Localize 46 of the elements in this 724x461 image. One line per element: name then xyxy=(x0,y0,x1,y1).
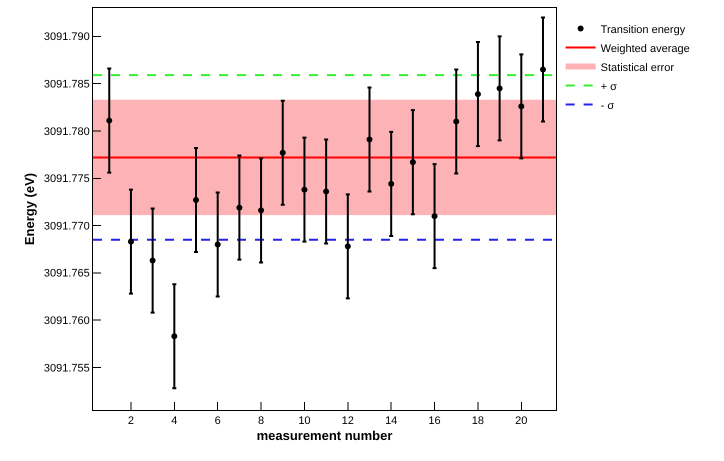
y-tick-label: 3091.770 xyxy=(44,220,90,232)
point xyxy=(150,258,156,264)
legend-label: + σ xyxy=(600,80,618,93)
point xyxy=(323,188,330,194)
x-tick-label: 8 xyxy=(258,415,264,428)
y-axis-title: Energy (eV) xyxy=(22,172,37,246)
point xyxy=(106,118,112,124)
point xyxy=(496,85,503,92)
legend-label: Weighted average xyxy=(600,42,690,55)
point xyxy=(540,66,546,72)
point xyxy=(301,186,308,193)
point xyxy=(518,103,524,110)
y-tick-label: 3091.760 xyxy=(44,314,90,327)
y-tick-label: 3091.785 xyxy=(44,78,90,91)
point xyxy=(388,180,394,187)
point xyxy=(258,207,264,214)
point xyxy=(193,197,200,204)
point xyxy=(171,333,178,340)
point xyxy=(432,213,438,220)
point xyxy=(128,238,134,245)
point xyxy=(453,118,460,125)
x-tick-label: 12 xyxy=(342,415,354,428)
legend-label: Transition energy xyxy=(600,24,686,36)
x-tick-label: 20 xyxy=(515,415,528,428)
x-tick-label: 2 xyxy=(128,415,134,428)
y-tick-label: 3091.780 xyxy=(44,126,90,138)
point xyxy=(366,136,372,142)
x-tick-label: 16 xyxy=(428,415,441,428)
x-tick-label: 10 xyxy=(298,415,311,428)
point xyxy=(280,150,286,156)
point xyxy=(214,241,221,248)
y-tick-label: 3091.765 xyxy=(44,268,90,280)
y-tick-label: 3091.790 xyxy=(44,31,90,44)
x-tick-label: 4 xyxy=(171,415,178,428)
legend-label: - σ xyxy=(600,100,614,112)
x-axis-title: measurement number xyxy=(256,428,392,443)
x-tick-label: 6 xyxy=(214,415,221,428)
legend-label: Statistical error xyxy=(600,62,674,74)
point xyxy=(410,159,416,166)
y-tick-label: 3091.755 xyxy=(44,362,90,374)
x-tick-label: 14 xyxy=(385,415,398,428)
point xyxy=(236,204,242,211)
point xyxy=(344,243,351,250)
x-tick-label: 18 xyxy=(472,415,484,428)
y-tick-label: 3091.775 xyxy=(44,173,90,186)
point xyxy=(474,91,481,98)
